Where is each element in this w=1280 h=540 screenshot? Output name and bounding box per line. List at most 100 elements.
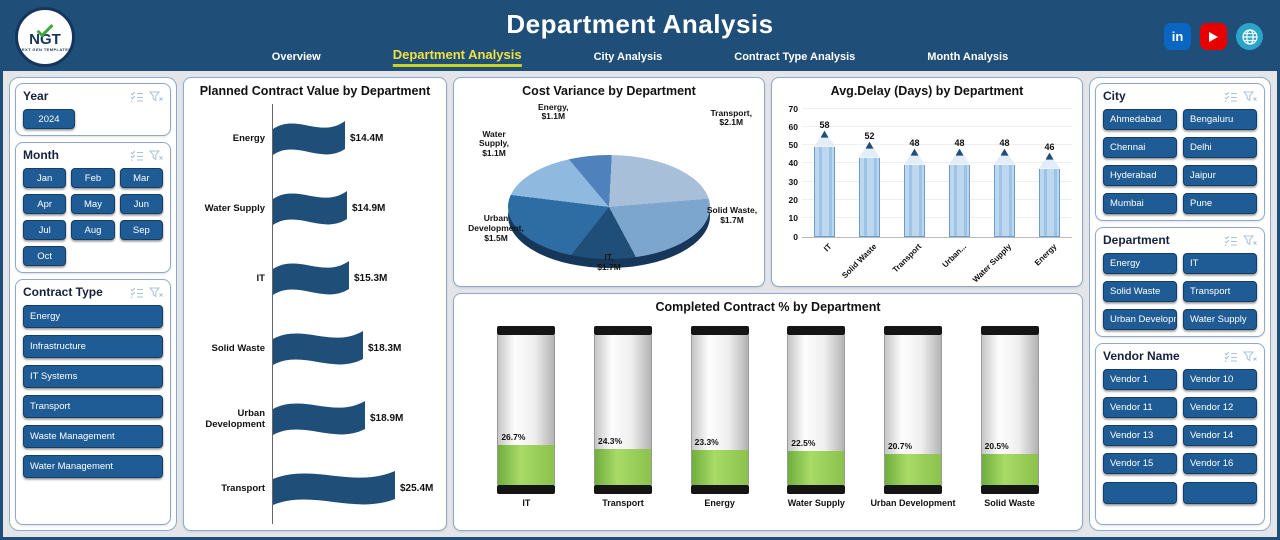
tab-department-analysis[interactable]: Department Analysis xyxy=(392,47,522,67)
battery-gauge-energy[interactable]: 23.3% Energy xyxy=(674,325,766,508)
pencil-bar-energy[interactable]: 46 xyxy=(1035,142,1065,237)
option-it[interactable]: IT xyxy=(1183,253,1257,274)
battery-gauge-urban-development[interactable]: 20.7% Urban Development xyxy=(867,325,959,508)
option-transport[interactable]: Transport xyxy=(1183,281,1257,302)
left-filter-column: Year 2024 Month Jan Feb Mar Apr May Jun Jul Aug… xyxy=(9,77,177,531)
tab-month-analysis[interactable]: Month Analysis xyxy=(927,51,1009,63)
pie-slice-label: IT, $1.7M xyxy=(597,252,621,272)
funnel-bar[interactable] xyxy=(273,183,347,235)
globe-icon[interactable] xyxy=(1236,23,1263,50)
battery-gauge-it[interactable]: 26.7% IT xyxy=(480,325,572,508)
option-waste-management[interactable]: Waste Management xyxy=(23,425,163,448)
option-may[interactable]: May xyxy=(71,194,115,214)
option-energy[interactable]: Energy xyxy=(1103,253,1177,274)
multi-select-icon[interactable] xyxy=(1224,91,1238,102)
pencil-bar-water-supply[interactable]: 48 xyxy=(990,138,1020,237)
multi-select-icon[interactable] xyxy=(130,91,144,102)
slicer-icons xyxy=(1224,91,1257,102)
battery-category-label: IT xyxy=(522,497,531,508)
option-jul[interactable]: Jul xyxy=(23,220,67,240)
tab-city-analysis[interactable]: City Analysis xyxy=(593,51,663,63)
option-vendor-14[interactable]: Vendor 14 xyxy=(1183,425,1257,446)
option-aug[interactable]: Aug xyxy=(71,220,115,240)
linkedin-icon[interactable]: in xyxy=(1164,23,1191,50)
battery-fill xyxy=(594,448,651,485)
option-apr[interactable]: Apr xyxy=(23,194,67,214)
city-slicer: City Ahmedabad Bengaluru Chennai Delhi Hyder… xyxy=(1095,83,1265,221)
option-delhi[interactable]: Delhi xyxy=(1183,137,1257,158)
vendor-clipped-button[interactable] xyxy=(1103,482,1177,504)
pencil-tip xyxy=(814,130,835,147)
option-ahmedabad[interactable]: Ahmedabad xyxy=(1103,109,1177,130)
option-chennai[interactable]: Chennai xyxy=(1103,137,1177,158)
option-vendor-13[interactable]: Vendor 13 xyxy=(1103,425,1177,446)
option-pune[interactable]: Pune xyxy=(1183,193,1257,214)
pie-slice-label: Energy, $1.1M xyxy=(538,101,569,122)
clear-filter-icon[interactable] xyxy=(1243,235,1257,246)
battery-cap-top xyxy=(787,325,846,335)
option-water-management[interactable]: Water Management xyxy=(23,455,163,478)
pencil-bar-urban[interactable]: 48 xyxy=(945,138,975,237)
battery-percent-label: 20.7% xyxy=(887,440,913,451)
funnel-bar[interactable] xyxy=(273,463,395,515)
multi-select-icon[interactable] xyxy=(1224,235,1238,246)
option-urban-development[interactable]: Urban Development xyxy=(1103,309,1177,330)
option-2024[interactable]: 2024 xyxy=(23,109,75,129)
battery-gauge-solid-waste[interactable]: 20.5% Solid Waste xyxy=(964,325,1056,508)
battery-gauge-transport[interactable]: 24.3% Transport xyxy=(577,325,669,508)
option-infrastructure[interactable]: Infrastructure xyxy=(23,335,163,358)
clear-filter-icon[interactable] xyxy=(149,287,163,298)
youtube-icon[interactable] xyxy=(1200,23,1227,50)
option-feb[interactable]: Feb xyxy=(71,168,115,188)
clear-filter-icon[interactable] xyxy=(1243,91,1257,102)
pie[interactable] xyxy=(508,154,710,259)
vendor-clipped-button[interactable] xyxy=(1183,482,1257,504)
city-options: Ahmedabad Bengaluru Chennai Delhi Hyderabad J… xyxy=(1096,106,1264,220)
pencil-bar-solid-waste[interactable]: 52 xyxy=(855,131,885,237)
option-vendor-12[interactable]: Vendor 12 xyxy=(1183,397,1257,418)
clear-filter-icon[interactable] xyxy=(149,91,163,102)
option-jan[interactable]: Jan xyxy=(23,168,67,188)
multi-select-icon[interactable] xyxy=(130,150,144,161)
option-vendor-15[interactable]: Vendor 15 xyxy=(1103,453,1177,474)
funnel-bar[interactable] xyxy=(273,113,345,165)
battery-gauge-water-supply[interactable]: 22.5% Water Supply xyxy=(770,325,862,508)
top-chart-row: Cost Variance by Department Energy, $1.1… xyxy=(453,77,1083,287)
clear-filter-icon[interactable] xyxy=(149,150,163,161)
option-mar[interactable]: Mar xyxy=(119,168,163,188)
option-energy[interactable]: Energy xyxy=(23,305,163,328)
clear-filter-icon[interactable] xyxy=(1243,351,1257,362)
option-vendor-16[interactable]: Vendor 16 xyxy=(1183,453,1257,474)
option-vendor-11[interactable]: Vendor 11 xyxy=(1103,397,1177,418)
funnel-bar[interactable] xyxy=(273,253,349,305)
option-vendor-1[interactable]: Vendor 1 xyxy=(1103,369,1177,390)
completed-contract-chart: Completed Contract % by Department 26.7%… xyxy=(453,293,1083,531)
pencil-bar-transport[interactable]: 48 xyxy=(900,138,930,237)
option-mumbai[interactable]: Mumbai xyxy=(1103,193,1177,214)
option-oct[interactable]: Oct xyxy=(23,246,67,266)
gridline xyxy=(802,217,1072,219)
y-axis-tick: 60 xyxy=(788,121,798,132)
option-water-supply[interactable]: Water Supply xyxy=(1183,309,1257,330)
multi-select-icon[interactable] xyxy=(130,287,144,298)
battery-fill xyxy=(884,453,941,485)
option-bengaluru[interactable]: Bengaluru xyxy=(1183,109,1257,130)
option-vendor-10[interactable]: Vendor 10 xyxy=(1183,369,1257,390)
option-it-systems[interactable]: IT Systems xyxy=(23,365,163,388)
battery-cap-top xyxy=(593,325,652,335)
option-sep[interactable]: Sep xyxy=(119,220,163,240)
multi-select-icon[interactable] xyxy=(1224,351,1238,362)
option-hyderabad[interactable]: Hyderabad xyxy=(1103,165,1177,186)
funnel-bar[interactable] xyxy=(273,393,365,445)
option-transport[interactable]: Transport xyxy=(23,395,163,418)
pencil-value-label: 48 xyxy=(909,137,920,148)
option-solid-waste[interactable]: Solid Waste xyxy=(1103,281,1177,302)
slicer-title: Vendor Name xyxy=(1103,349,1180,363)
pencil-bar-it[interactable]: 58 xyxy=(810,120,840,237)
funnel-bar[interactable] xyxy=(273,323,363,375)
tab-overview[interactable]: Overview xyxy=(271,51,321,63)
option-jun[interactable]: Jun xyxy=(119,194,163,214)
x-axis-label-text: Urban... xyxy=(940,241,969,270)
tab-contract-type-analysis[interactable]: Contract Type Analysis xyxy=(734,51,856,63)
option-jaipur[interactable]: Jaipur xyxy=(1183,165,1257,186)
